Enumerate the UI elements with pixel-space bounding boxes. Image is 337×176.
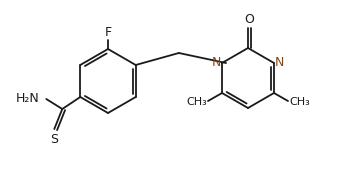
Text: H₂N: H₂N: [16, 93, 39, 105]
Text: O: O: [245, 13, 254, 26]
Text: N: N: [212, 56, 221, 70]
Text: N: N: [275, 56, 284, 70]
Text: CH₃: CH₃: [186, 97, 207, 107]
Text: CH₃: CH₃: [289, 97, 310, 107]
Text: S: S: [50, 133, 58, 146]
Text: F: F: [104, 26, 112, 39]
